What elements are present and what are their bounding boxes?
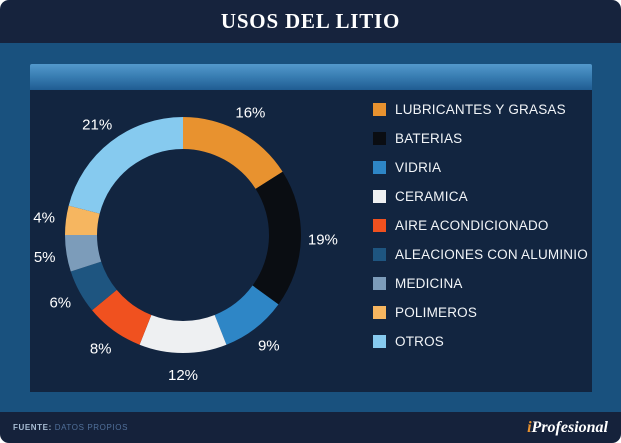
- donut-percent-label-6: 5%: [34, 249, 56, 266]
- source-value: DATOS PROPIOS: [54, 423, 128, 432]
- legend-swatch-icon: [373, 219, 386, 232]
- chart-frame: 16% 19% 9% 12% 8% 6% 5% 4% 21% LUBRICANTES Y GRA…: [0, 43, 621, 412]
- chart-panel: 16% 19% 9% 12% 8% 6% 5% 4% 21% LUBRICANTES Y GRA…: [30, 90, 592, 392]
- legend-item-aire-acondicionado: AIRE ACONDICIONADO: [373, 211, 588, 240]
- donut-segment-3: [139, 314, 227, 353]
- donut-percent-label-4: 8%: [90, 340, 112, 357]
- brand-logo-accent: i: [527, 418, 532, 436]
- brand-logo-text: Profesional: [531, 418, 608, 436]
- footer: FUENTE: DATOS PROPIOS iProfesional: [0, 412, 621, 443]
- donut-percent-label-8: 21%: [82, 116, 112, 133]
- legend-label: LUBRICANTES Y GRASAS: [395, 102, 566, 117]
- brand-logo: iProfesional: [527, 419, 608, 437]
- legend-item-otros: OTROS: [373, 327, 588, 356]
- donut-segment-2: [214, 285, 279, 345]
- legend-item-medicina: MEDICINA: [373, 269, 588, 298]
- header: USOS DEL LITIO: [0, 0, 621, 43]
- donut-percent-label-2: 9%: [258, 338, 280, 355]
- legend-swatch-icon: [373, 161, 386, 174]
- donut-segment-6: [65, 235, 102, 272]
- legend-swatch-icon: [373, 277, 386, 290]
- legend-item-lubricantes-y-grasas: LUBRICANTES Y GRASAS: [373, 95, 588, 124]
- legend-label: AIRE ACONDICIONADO: [395, 218, 549, 233]
- donut-percent-label-1: 19%: [308, 231, 338, 248]
- donut-segment-4: [92, 289, 152, 345]
- legend-swatch-icon: [373, 132, 386, 145]
- source-label: FUENTE:: [13, 423, 52, 432]
- donut-chart: 16% 19% 9% 12% 8% 6% 5% 4% 21%: [33, 104, 338, 384]
- legend-swatch-icon: [373, 306, 386, 319]
- legend-item-polimeros: POLIMEROS: [373, 298, 588, 327]
- legend-label: POLIMEROS: [395, 305, 478, 320]
- donut-percent-label-5: 6%: [49, 294, 71, 311]
- donut-segment-0: [183, 117, 283, 189]
- legend-label: BATERIAS: [395, 131, 463, 146]
- legend-item-vidria: VIDRIA: [373, 153, 588, 182]
- donut-segment-8: [68, 116, 183, 214]
- donut-segment-1: [252, 171, 301, 305]
- legend-swatch-icon: [373, 103, 386, 116]
- legend-swatch-icon: [373, 248, 386, 261]
- legend-item-ceramica: CERAMICA: [373, 182, 588, 211]
- legend-item-baterias: BATERIAS: [373, 124, 588, 153]
- donut-percent-label-7: 4%: [33, 210, 55, 227]
- legend-label: CERAMICA: [395, 189, 468, 204]
- chart-top-bar: [30, 64, 592, 90]
- donut-percent-label-0: 16%: [235, 104, 265, 121]
- chart-legend: LUBRICANTES Y GRASAS BATERIAS VIDRIA CERAMI…: [373, 95, 588, 356]
- source-credit: FUENTE: DATOS PROPIOS: [13, 423, 128, 432]
- legend-label: OTROS: [395, 334, 445, 349]
- donut-segment-7: [65, 205, 100, 235]
- legend-label: VIDRIA: [395, 160, 442, 175]
- legend-swatch-icon: [373, 190, 386, 203]
- legend-swatch-icon: [373, 335, 386, 348]
- donut-segment-5: [70, 261, 117, 311]
- donut-percent-label-3: 12%: [168, 367, 198, 384]
- legend-label: ALEACIONES CON ALUMINIO: [395, 247, 588, 262]
- legend-label: MEDICINA: [395, 276, 463, 291]
- page-title: USOS DEL LITIO: [220, 9, 401, 33]
- legend-item-aleaciones-con-aluminio: ALEACIONES CON ALUMINIO: [373, 240, 588, 269]
